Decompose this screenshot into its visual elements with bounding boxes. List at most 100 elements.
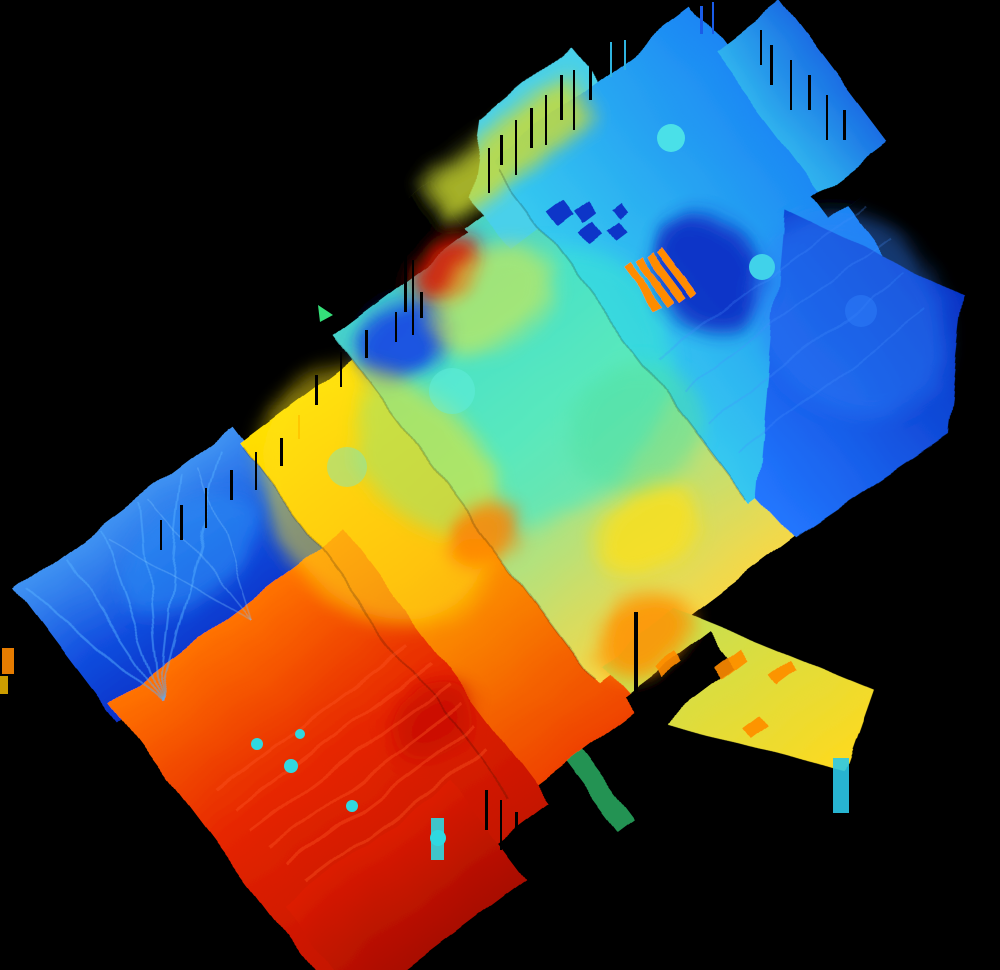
red-stripe-texture	[234, 661, 433, 812]
red-stripe-texture	[249, 681, 448, 832]
scan-circle	[327, 447, 367, 487]
yellow-patch-mid	[600, 483, 701, 576]
edge-streak	[315, 375, 318, 405]
edge-streak	[826, 95, 828, 140]
edge-streak	[404, 252, 407, 312]
edge-streak	[160, 520, 162, 550]
edge-streak	[530, 108, 533, 148]
navy-square	[612, 202, 629, 220]
orange-fleck	[743, 716, 767, 739]
swath-seam	[336, 338, 595, 680]
edge-streak	[420, 292, 423, 318]
color-spike	[610, 42, 612, 77]
swath-seam	[496, 168, 748, 502]
edge-streak	[488, 148, 490, 193]
swath-south-red-tip	[282, 780, 526, 970]
navy-square	[606, 222, 625, 241]
red-stripe-texture	[219, 645, 414, 792]
edge-streak	[395, 312, 397, 342]
edge-streak	[654, 700, 657, 740]
edge-streak	[255, 452, 257, 490]
black-notch-north	[295, 181, 471, 336]
orange-fleck	[652, 650, 682, 677]
scan-fan-line	[157, 473, 184, 700]
edge-streak	[365, 330, 368, 358]
cyan-dot	[295, 729, 305, 739]
scan-fan-line	[30, 588, 160, 701]
red-stripe-texture	[287, 724, 474, 866]
black-notch-south	[619, 630, 738, 737]
edge-streak	[280, 438, 283, 466]
edge-streak	[770, 45, 773, 85]
edge-streak	[340, 352, 342, 387]
orange-fleck	[716, 649, 751, 681]
orange-stripe	[656, 247, 698, 299]
edge-streak	[180, 505, 183, 540]
yellow-streak-top	[420, 74, 598, 228]
edge-streak	[589, 62, 592, 100]
blue-swath-streak	[735, 307, 929, 454]
edge-streak	[530, 825, 532, 865]
orange-edge-bit	[2, 648, 14, 674]
scan-circle	[657, 124, 685, 152]
color-spike	[712, 2, 714, 34]
green-speck	[318, 305, 333, 322]
edge-streak	[500, 135, 503, 165]
edge-streak	[205, 488, 207, 528]
scan-fan-line	[140, 502, 160, 700]
scan-fan-line	[64, 559, 160, 701]
yellow-wash-west	[258, 365, 502, 626]
swath-seam	[243, 446, 510, 800]
dark-red-patch	[388, 681, 473, 760]
scan-fan-line	[105, 538, 249, 621]
orange-edge-bit	[0, 676, 8, 694]
scan-fan-line	[151, 499, 249, 621]
fan-highlight	[116, 493, 256, 614]
navy-square	[579, 221, 602, 244]
scan-fan-line	[99, 530, 160, 701]
blue-swath-streak	[683, 237, 889, 393]
orange-stripe	[633, 256, 675, 309]
edge-streak	[634, 612, 638, 692]
navy-square	[548, 199, 576, 227]
deep-blue-blob	[357, 300, 446, 382]
orange-fleck	[772, 660, 799, 685]
blue-swath-streak	[707, 272, 909, 425]
edge-streak	[560, 75, 563, 120]
edge-streak	[545, 95, 547, 145]
red-stripe-texture	[268, 701, 463, 849]
color-spike	[700, 6, 703, 34]
swath-northeast-teal	[712, 0, 892, 199]
edge-streak	[515, 812, 518, 847]
edge-streak	[808, 75, 811, 110]
edge-streak	[790, 60, 792, 110]
color-spike	[624, 40, 626, 70]
yellow-wash-north	[427, 244, 552, 356]
navy-square	[574, 200, 598, 224]
scan-circle	[749, 254, 775, 280]
cyan-sliver	[431, 818, 444, 860]
scan-fan-line	[199, 467, 250, 620]
black-seam-northeast	[812, 136, 909, 218]
edge-streak	[412, 260, 414, 335]
cyan-dot	[346, 800, 358, 812]
edge-streak	[760, 30, 762, 65]
edge-streak	[500, 800, 502, 850]
red-stripe-texture	[307, 747, 485, 883]
edge-streak	[230, 470, 233, 500]
orange-patch-south	[597, 594, 688, 677]
blue-swath-streak	[659, 205, 864, 361]
edge-streak	[843, 110, 846, 140]
cyan-dot	[284, 759, 298, 773]
scan-circle	[845, 295, 877, 327]
scan-fan-line	[157, 451, 223, 701]
edge-streak	[573, 70, 575, 130]
edge-streak	[485, 790, 488, 830]
orange-stripe	[644, 252, 687, 304]
cyan-dot	[251, 738, 263, 750]
green-streak-south	[567, 748, 638, 833]
cyan-streak-remnant	[833, 758, 849, 813]
